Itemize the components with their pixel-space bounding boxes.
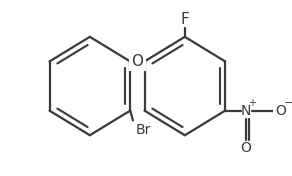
- Text: O: O: [276, 104, 286, 118]
- Text: N: N: [240, 104, 251, 118]
- Text: O: O: [131, 54, 143, 69]
- Text: O: O: [240, 141, 251, 155]
- Text: −: −: [284, 98, 292, 108]
- Text: F: F: [180, 12, 189, 27]
- Text: +: +: [248, 98, 256, 108]
- Text: Br: Br: [136, 123, 151, 137]
